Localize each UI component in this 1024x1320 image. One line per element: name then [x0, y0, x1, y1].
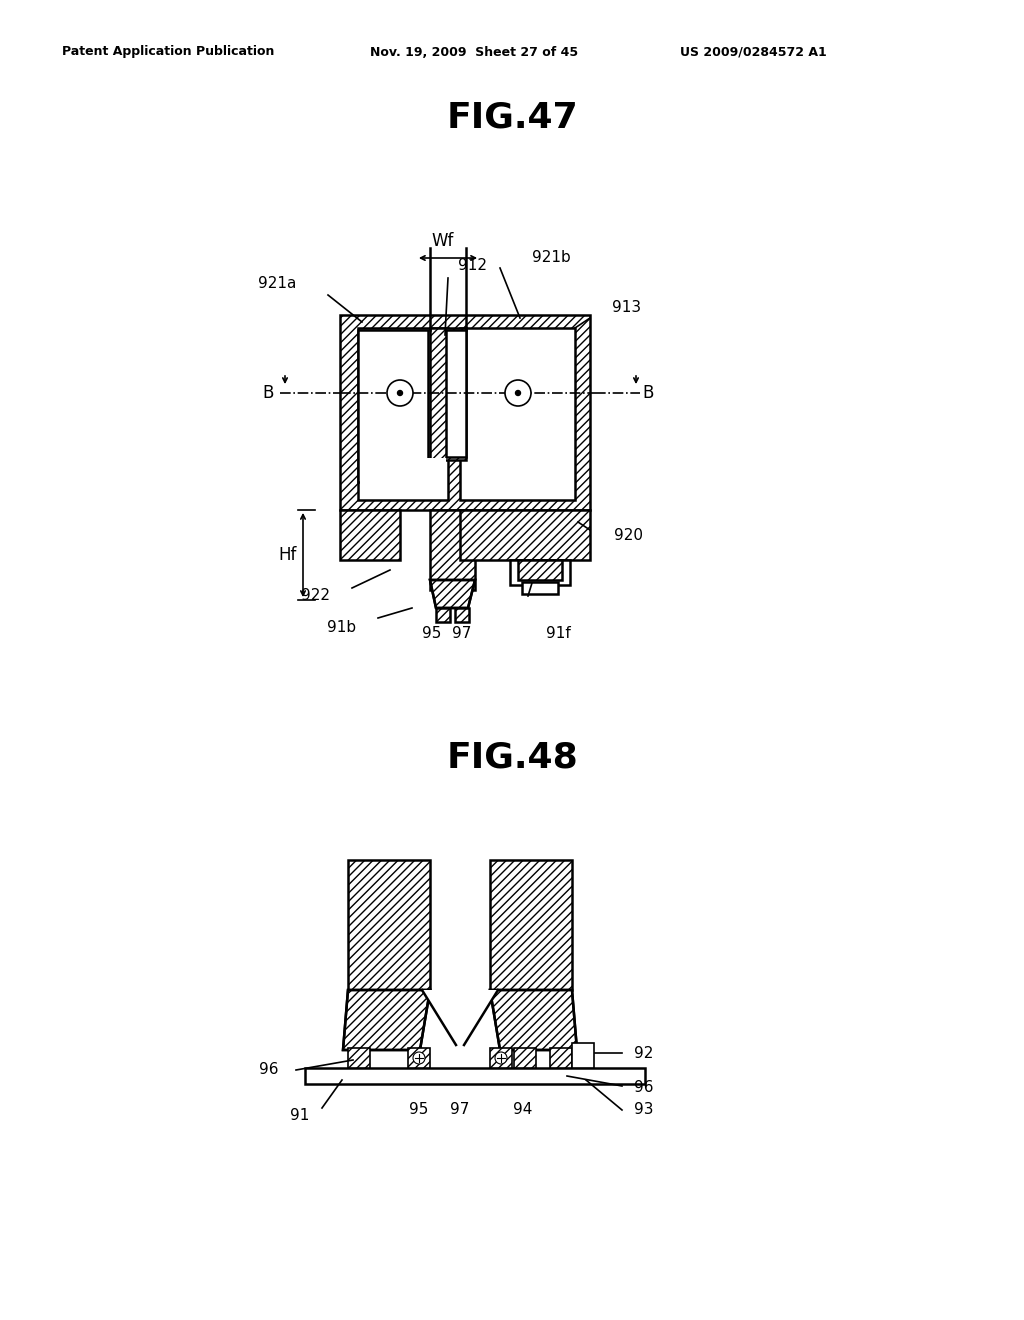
- Bar: [436, 609, 450, 622]
- Text: 95: 95: [422, 626, 441, 640]
- Text: 97: 97: [451, 1102, 470, 1118]
- Bar: [460, 327, 575, 500]
- Bar: [348, 861, 430, 990]
- Polygon shape: [422, 990, 498, 1045]
- Text: 91b: 91b: [327, 619, 356, 635]
- Text: B: B: [262, 384, 273, 403]
- Circle shape: [397, 391, 402, 396]
- Circle shape: [387, 380, 413, 407]
- Circle shape: [505, 380, 531, 407]
- Text: Patent Application Publication: Patent Application Publication: [62, 45, 274, 58]
- Text: 94: 94: [513, 1102, 532, 1118]
- Text: 912: 912: [458, 257, 487, 272]
- Text: 97: 97: [453, 626, 472, 640]
- Text: 91: 91: [291, 1109, 309, 1123]
- Text: 913: 913: [612, 301, 641, 315]
- Text: Wf: Wf: [432, 232, 455, 249]
- Bar: [305, 1068, 645, 1084]
- Text: 91f: 91f: [546, 626, 570, 640]
- Text: 95: 95: [410, 1102, 429, 1118]
- Text: B: B: [642, 384, 653, 403]
- Text: 921b: 921b: [532, 249, 570, 264]
- Bar: [455, 609, 469, 622]
- Text: 96: 96: [634, 1081, 653, 1096]
- Bar: [522, 582, 558, 594]
- Circle shape: [495, 1052, 507, 1064]
- Text: 92: 92: [634, 1045, 653, 1060]
- Bar: [446, 330, 466, 457]
- Bar: [490, 861, 572, 990]
- Bar: [510, 560, 570, 585]
- Circle shape: [515, 391, 520, 396]
- Text: Hf: Hf: [279, 546, 297, 564]
- Bar: [460, 510, 590, 560]
- Text: 96: 96: [258, 1063, 278, 1077]
- Circle shape: [413, 1052, 425, 1064]
- Text: 93: 93: [634, 1102, 653, 1118]
- Text: 922: 922: [301, 589, 330, 603]
- Text: US 2009/0284572 A1: US 2009/0284572 A1: [680, 45, 826, 58]
- Bar: [358, 330, 428, 482]
- Bar: [340, 510, 400, 560]
- Bar: [514, 1048, 536, 1068]
- Text: Nov. 19, 2009  Sheet 27 of 45: Nov. 19, 2009 Sheet 27 of 45: [370, 45, 579, 58]
- Text: FIG.47: FIG.47: [446, 102, 578, 135]
- Bar: [430, 510, 475, 590]
- Bar: [348, 1048, 370, 1068]
- Bar: [572, 1043, 594, 1068]
- Polygon shape: [343, 990, 430, 1049]
- Bar: [518, 560, 562, 579]
- Bar: [408, 1048, 430, 1068]
- Bar: [430, 327, 466, 459]
- Text: 921a: 921a: [258, 276, 296, 290]
- Bar: [360, 458, 446, 498]
- Bar: [550, 1048, 572, 1068]
- Text: 920: 920: [614, 528, 643, 543]
- Polygon shape: [490, 990, 577, 1049]
- Polygon shape: [430, 579, 475, 609]
- Bar: [340, 315, 590, 510]
- Bar: [490, 1048, 512, 1068]
- Text: FIG.48: FIG.48: [446, 741, 578, 775]
- Bar: [358, 327, 449, 500]
